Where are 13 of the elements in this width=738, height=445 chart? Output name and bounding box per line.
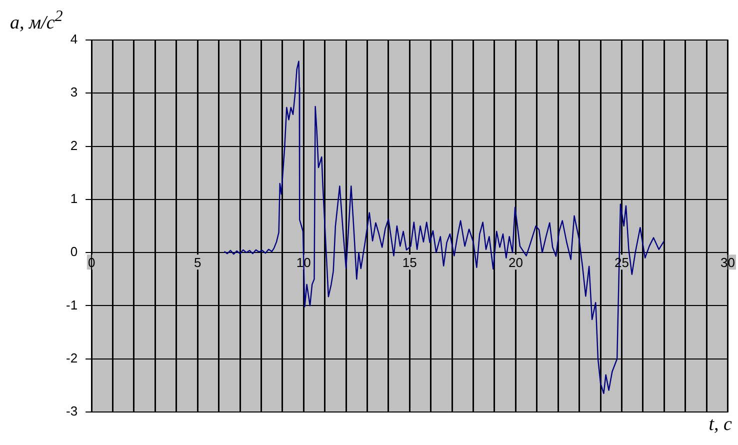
x-axis-title: t, c [708,414,732,436]
y-tick-label: 1 [70,191,78,206]
y-tick-label: 2 [70,138,78,153]
y-tick-label: -1 [66,297,78,312]
y-tick-label: 0 [70,244,78,260]
x-tick-label: 5 [194,254,202,270]
y-tick-label: -2 [66,350,78,366]
y-axis-title: a, м/с$^{2}$ [10,8,63,34]
y-tick-label: 4 [70,32,78,47]
y-tick-label: 3 [70,84,78,100]
x-tick-label: 15 [402,254,417,270]
y-tick-label: -3 [66,404,78,419]
x-tick-label: 20 [508,254,523,270]
